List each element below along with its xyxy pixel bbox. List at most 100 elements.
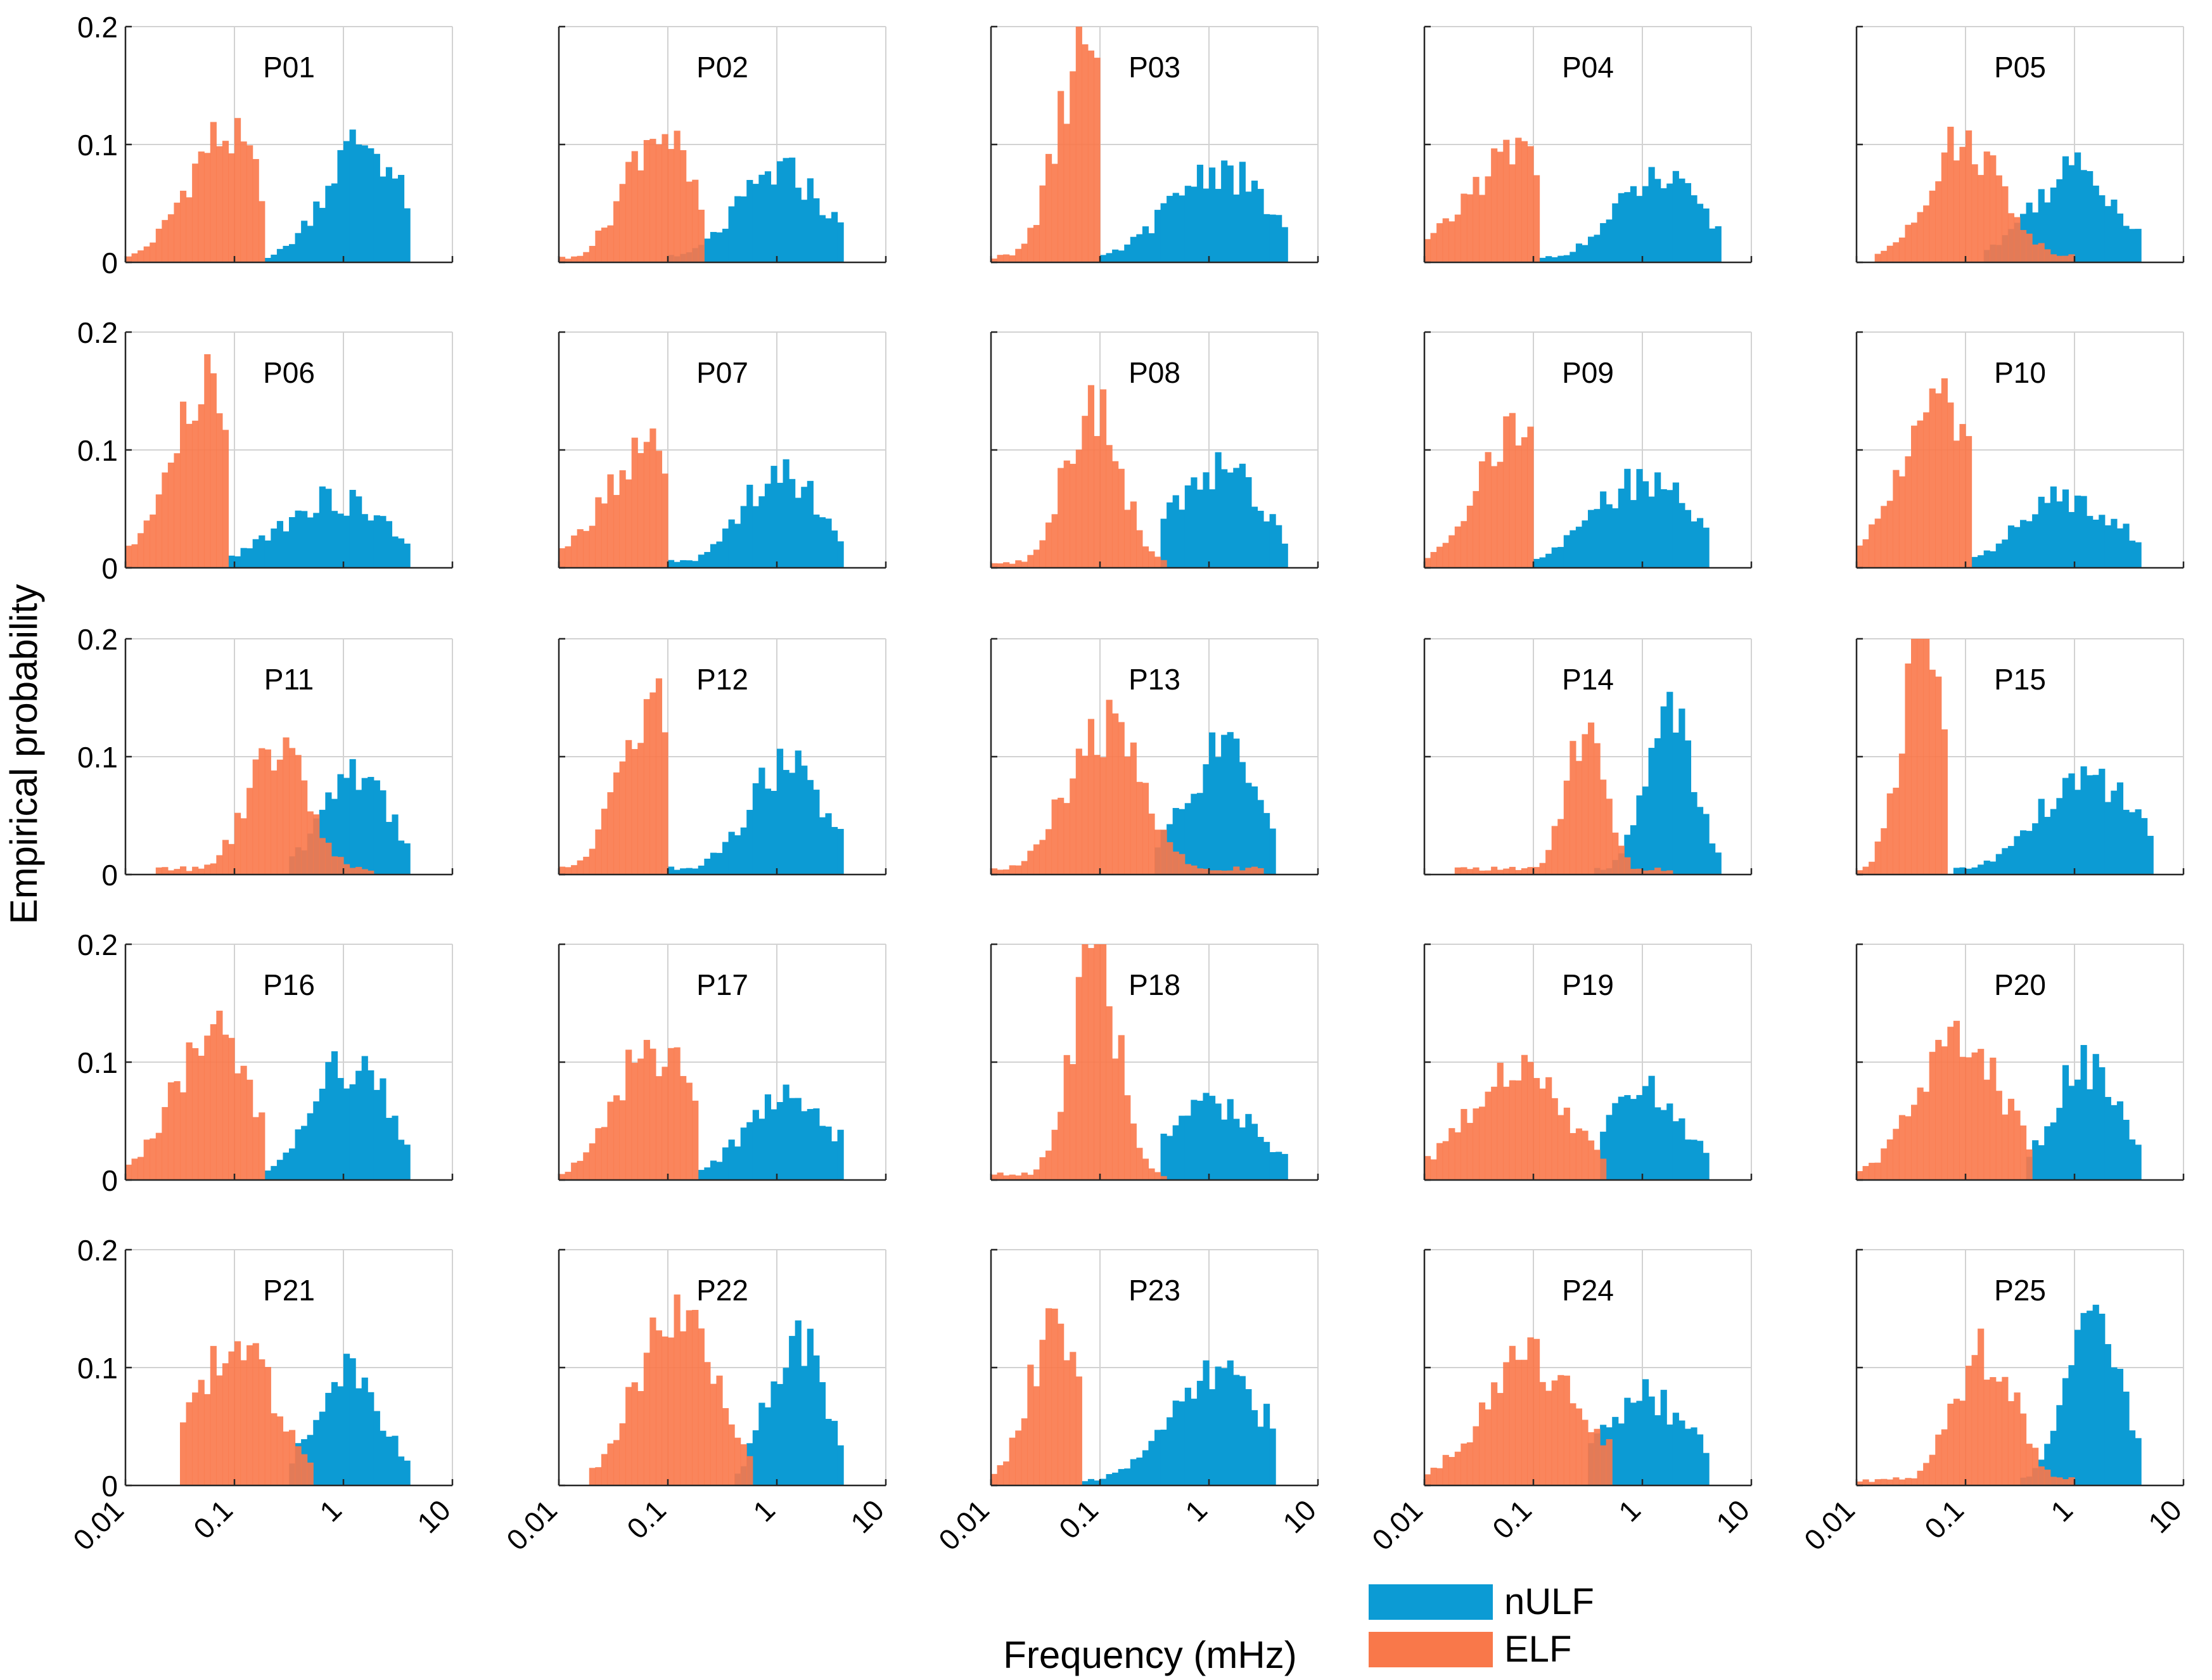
nulf-bar — [2062, 156, 2069, 262]
elf-bar — [607, 1101, 614, 1180]
legend-item-elf: ELF — [1369, 1625, 1635, 1673]
nulf-bar — [368, 1392, 374, 1485]
elf-bar — [1857, 545, 1864, 568]
elf-bar — [619, 1423, 626, 1485]
elf-bar — [1995, 1382, 2002, 1485]
elf-bar — [2050, 254, 2057, 262]
x-tick-label: 0.1 — [1918, 1493, 1970, 1545]
elf-bar — [143, 520, 150, 568]
elf-bar — [643, 140, 650, 262]
elf-bar — [174, 453, 181, 568]
elf-bar — [2032, 1447, 2039, 1485]
elf-bar — [1533, 867, 1540, 875]
nulf-bar — [1221, 160, 1228, 262]
elf-bar — [137, 533, 144, 568]
nulf-bar — [1551, 547, 1558, 568]
panel-p07: P07 — [558, 331, 887, 569]
elf-bar — [1033, 1169, 1040, 1180]
elf-bar — [204, 153, 211, 262]
nulf-bar — [1648, 748, 1655, 875]
elf-bar — [1575, 1128, 1583, 1180]
nulf-bar — [783, 459, 790, 568]
nulf-bar — [1251, 1410, 1258, 1485]
nulf-bar — [1660, 1110, 1667, 1180]
elf-bar — [1027, 228, 1034, 262]
elf-bar — [589, 1143, 596, 1180]
elf-bar — [1881, 506, 1888, 568]
nulf-bar — [795, 750, 802, 875]
elf-bar — [637, 1058, 644, 1180]
elf-bar — [1051, 799, 1058, 875]
elf-bar — [1033, 844, 1040, 875]
nulf-bar — [1239, 1376, 1246, 1485]
elf-bar — [1015, 1175, 1022, 1180]
nulf-bar — [1691, 195, 1697, 262]
elf-bar — [180, 1422, 187, 1485]
elf-bar — [2026, 233, 2033, 262]
elf-bar — [1442, 1141, 1449, 1180]
nulf-bar — [758, 1402, 765, 1485]
nulf-bar — [1082, 1481, 1089, 1485]
panel-title: P12 — [696, 663, 748, 696]
elf-bar — [613, 201, 620, 262]
nulf-bar — [2056, 798, 2063, 875]
elf-bar — [1551, 1098, 1558, 1180]
elf-bar — [1461, 867, 1467, 875]
elf-bar — [1045, 829, 1052, 875]
nulf-bar — [1624, 1397, 1631, 1485]
nulf-bar — [1221, 1368, 1228, 1485]
panel-p22: 0.01 0.1 1 10 P22 — [500, 1248, 890, 1556]
elf-bar — [1953, 160, 1960, 262]
nulf-bar — [777, 1101, 784, 1180]
elf-bar — [1094, 944, 1101, 1180]
nulf-bar — [2116, 1368, 2124, 1485]
elf-bar — [571, 535, 578, 568]
nulf-bar — [2147, 835, 2154, 875]
x-tick-label: 0.1 — [1486, 1493, 1538, 1545]
nulf-bar — [1191, 477, 1198, 568]
panel-title: P21 — [263, 1274, 315, 1307]
nulf-bar — [1630, 825, 1637, 875]
elf-bar — [1959, 1401, 1966, 1485]
nulf-bar — [1221, 469, 1228, 568]
nulf-bar — [289, 244, 296, 262]
nulf-bar — [385, 167, 393, 262]
nulf-bar — [404, 1145, 411, 1180]
panel-title: P13 — [1128, 663, 1180, 696]
elf-bar — [1497, 1393, 1504, 1485]
nulf-bar — [1124, 1468, 1131, 1485]
nulf-bar — [1184, 186, 1191, 262]
elf-bar — [1491, 466, 1498, 568]
nulf-bar — [1697, 518, 1704, 568]
elf-bar — [1436, 223, 1443, 262]
elf-bar — [583, 530, 590, 568]
elf-bar — [631, 437, 638, 568]
elf-bar — [1648, 870, 1655, 875]
elf-bar — [1184, 864, 1191, 875]
elf-bar — [301, 780, 308, 875]
nulf-bar — [1215, 757, 1222, 875]
nulf-bar — [2080, 1312, 2087, 1485]
elf-bar — [1557, 1375, 1564, 1485]
elf-bar — [1929, 190, 1936, 262]
elf-bar — [1898, 237, 1906, 262]
nulf-bar — [2123, 1391, 2130, 1485]
elf-bar — [1009, 563, 1016, 568]
nulf-bar — [325, 489, 332, 568]
nulf-bar — [361, 778, 368, 875]
elf-bar — [1130, 742, 1137, 875]
x-tick-label: 10 — [1710, 1493, 1756, 1539]
nulf-bar — [1130, 1459, 1137, 1485]
nulf-bar — [1588, 236, 1595, 262]
elf-bar — [997, 255, 1004, 262]
elf-bar — [692, 179, 699, 262]
elf-bar — [1075, 449, 1082, 568]
elf-bar — [1058, 1112, 1064, 1180]
nulf-bar — [392, 178, 399, 262]
nulf-bar — [2038, 798, 2045, 875]
panel-title: P18 — [1128, 968, 1180, 1001]
elf-bar — [137, 250, 144, 262]
nulf-bar — [1630, 186, 1637, 262]
nulf-bar — [764, 1094, 772, 1180]
elf-bar — [192, 1392, 199, 1485]
